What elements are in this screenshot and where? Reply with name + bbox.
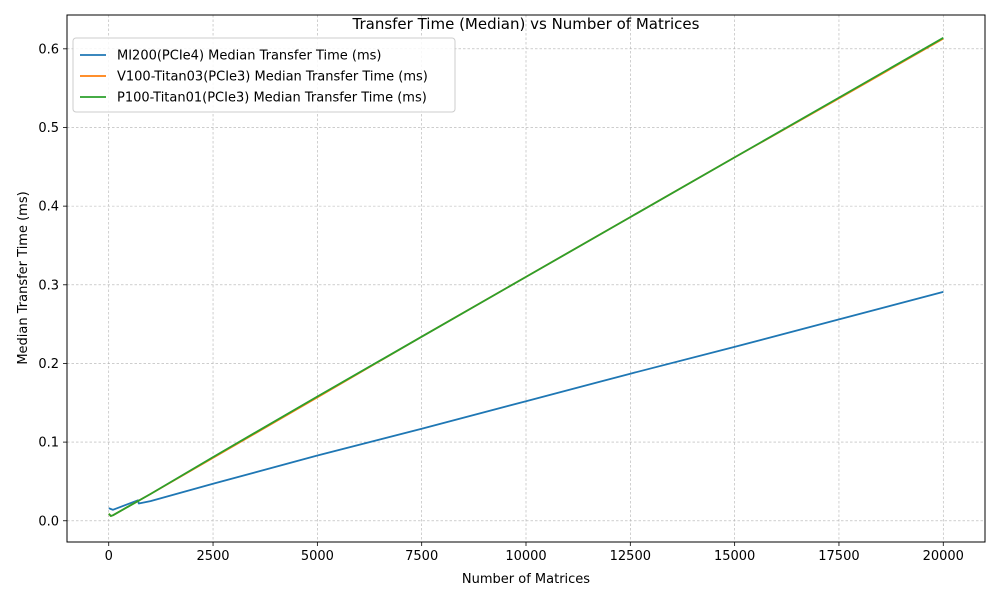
- x-tick-label: 7500: [405, 549, 438, 564]
- axis-ticks: 0 2500 5000 7500 10000 12500 15000 17500 20000 0.…: [38, 42, 964, 564]
- y-tick-label: 0.4: [38, 200, 59, 215]
- x-tick-label: 15000: [714, 549, 755, 564]
- x-tick-label: 20000: [923, 549, 964, 564]
- chart-title: Transfer Time (Median) vs Number of Matr…: [352, 15, 700, 33]
- x-tick-label: 5000: [301, 549, 334, 564]
- x-tick-label: 0: [105, 549, 113, 564]
- legend-box: [72, 37, 456, 113]
- y-tick-label: 0.3: [38, 278, 59, 293]
- x-tick-label: 17500: [818, 549, 859, 564]
- x-axis-label: Number of Matrices: [462, 572, 590, 587]
- legend-label-1: MI200(PCIe4) Median Transfer Time (ms): [117, 49, 382, 64]
- series-lines: [108, 37, 944, 517]
- y-tick-label: 0.1: [38, 436, 59, 451]
- legend-label-2: V100-Titan03(PCIe3) Median Transfer Time…: [117, 70, 428, 85]
- x-tick-label: 10000: [505, 549, 546, 564]
- y-tick-label: 0.0: [38, 514, 59, 529]
- y-axis-label: Median Transfer Time (ms): [16, 191, 31, 364]
- legend-label-3: P100-Titan01(PCIe3) Median Transfer Time…: [117, 91, 427, 106]
- series-line-3: [108, 37, 944, 517]
- y-tick-label: 0.5: [38, 121, 59, 136]
- y-tick-label: 0.2: [38, 357, 59, 372]
- series-line-1: [108, 291, 944, 511]
- y-tick-label: 0.6: [38, 42, 59, 57]
- x-tick-label: 12500: [610, 549, 651, 564]
- legend: MI200(PCIe4) Median Transfer Time (ms) V1…: [72, 37, 456, 113]
- x-tick-label: 2500: [196, 549, 229, 564]
